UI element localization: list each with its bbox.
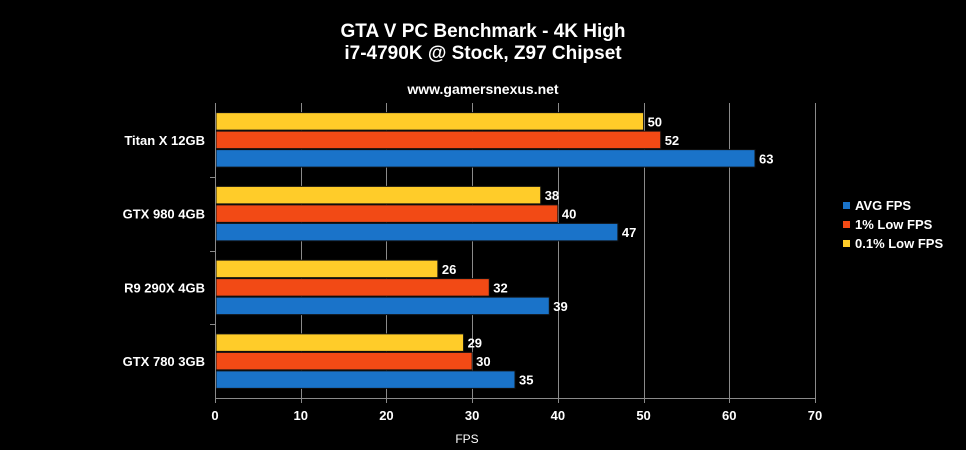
x-tick-label-40: 40	[551, 408, 565, 423]
category-label-titan-x-12gb: Titan X 12GB	[124, 133, 205, 148]
x-tick-label-70: 70	[808, 408, 822, 423]
x-tick-label-30: 30	[465, 408, 479, 423]
bar-r9-290x-4gb-avg-fps	[215, 296, 550, 316]
legend-swatch-avg-fps	[843, 202, 850, 209]
axes: 0 10 20 30 40 50 60 70 Titan X 12GB GTX 980 4GB R9…	[123, 103, 822, 423]
data-label-gtx-980-4gb-avg-fps: 47	[622, 225, 636, 240]
data-label-gtx-980-4gb-0-1-low-fps: 38	[545, 188, 559, 203]
data-label-titan-x-12gb-0-1-low-fps: 50	[648, 114, 662, 129]
bar-titan-x-12gb-0-1-low-fps	[215, 112, 645, 131]
bar-gtx-980-4gb-1-low-fps	[215, 204, 559, 223]
legend-label-0-1-low-fps: 0.1% Low FPS	[855, 236, 943, 251]
x-tick-label-0: 0	[211, 408, 218, 423]
chart-watermark: www.gamersnexus.net	[406, 81, 559, 97]
data-label-r9-290x-4gb-1-low-fps: 32	[493, 280, 507, 295]
bar-r9-290x-4gb-1-low-fps	[215, 278, 490, 297]
bar-r9-290x-4gb-0-1-low-fps	[215, 259, 439, 279]
data-label-gtx-780-3gb-avg-fps: 35	[519, 373, 533, 388]
legend-swatch-1-low-fps	[843, 221, 850, 228]
bar-gtx-780-3gb-avg-fps	[215, 370, 516, 389]
bar-gtx-780-3gb-1-low-fps	[215, 351, 473, 371]
category-label-gtx-980-4gb: GTX 980 4GB	[123, 207, 205, 222]
data-label-titan-x-12gb-avg-fps: 63	[759, 151, 773, 166]
bar-gtx-980-4gb-avg-fps	[215, 222, 619, 242]
data-label-gtx-780-3gb-0-1-low-fps: 29	[468, 336, 482, 351]
data-label-gtx-780-3gb-1-low-fps: 30	[476, 354, 490, 369]
x-axis-title: FPS	[455, 432, 478, 446]
legend-swatch-0-1-low-fps	[843, 240, 850, 247]
data-label-r9-290x-4gb-avg-fps: 39	[553, 299, 567, 314]
category-label-r9-290x-4gb: R9 290X 4GB	[124, 280, 205, 295]
data-label-gtx-980-4gb-1-low-fps: 40	[562, 207, 576, 222]
bar-titan-x-12gb-1-low-fps	[215, 130, 662, 150]
chart-title: GTA V PC Benchmark - 4K High	[340, 21, 625, 42]
x-tick-label-10: 10	[293, 408, 307, 423]
bar-titan-x-12gb-avg-fps	[215, 149, 756, 168]
data-label-r9-290x-4gb-0-1-low-fps: 26	[442, 262, 456, 277]
bar-gtx-780-3gb-0-1-low-fps	[215, 333, 465, 352]
bar-gtx-980-4gb-0-1-low-fps	[215, 185, 542, 205]
chart-subtitle: i7-4790K @ Stock, Z97 Chipset	[344, 43, 622, 64]
legend: AVG FPS 1% Low FPS 0.1% Low FPS	[843, 198, 943, 251]
x-tick-label-20: 20	[379, 408, 393, 423]
legend-label-avg-fps: AVG FPS	[855, 198, 911, 213]
category-label-gtx-780-3gb: GTX 780 3GB	[123, 354, 205, 369]
x-tick-label-50: 50	[636, 408, 650, 423]
x-tick-label-60: 60	[722, 408, 736, 423]
legend-label-1-low-fps: 1% Low FPS	[855, 217, 933, 232]
data-label-titan-x-12gb-1-low-fps: 52	[665, 133, 679, 148]
